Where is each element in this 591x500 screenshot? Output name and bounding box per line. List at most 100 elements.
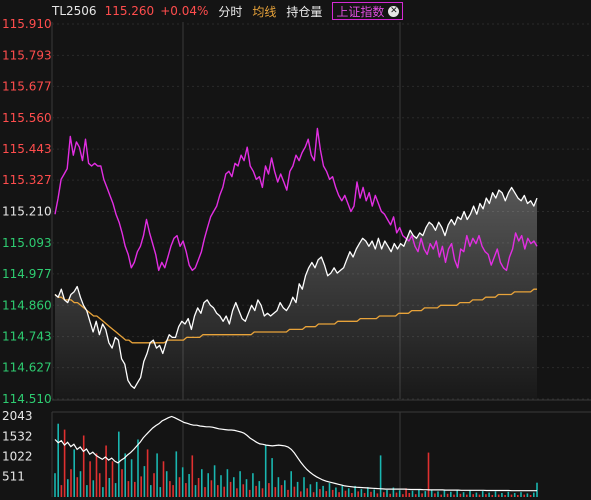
volume-bar [529,495,532,497]
volume-bar [153,473,155,497]
volume-bar [421,493,423,497]
volume-bar [89,461,91,497]
volume-bar [217,485,219,497]
price-series-line [54,186,538,389]
volume-bar [98,473,101,497]
volume-bar [127,481,130,497]
volume-bar [175,451,178,497]
volume-bar [360,489,363,497]
index-overlay-tag[interactable]: 上证指数 ✕ [332,2,404,20]
volume-bar [137,439,139,497]
volume-bar [63,429,66,497]
price-tick-label: 115.560 [2,111,52,125]
volume-bar [226,469,229,497]
volume-bar [293,486,296,497]
price-tick-label: 115.910 [2,17,52,31]
volume-bar [335,487,337,497]
chart-lines [54,127,538,389]
price-axis-labels: 115.910 115.793 115.677 115.560 115.443 115.3… [2,17,52,406]
volume-bar [434,493,436,497]
volume-bar [185,483,187,497]
volume-bar [239,471,241,497]
volume-bar [287,489,289,497]
volume-tick-label: 511 [2,470,25,484]
volume-bar [201,469,203,497]
volume-bar [233,477,235,497]
volume-bar [427,452,430,497]
index-series-line [54,127,538,272]
volume-bar [411,490,414,497]
volume-bar [459,493,462,497]
volume-bar [290,471,292,497]
volume-bar [261,488,264,497]
volume-bar [472,494,474,497]
volume-bar [191,455,194,497]
volume-bar [488,492,490,497]
volume-bar [373,489,375,497]
volume-bar [398,490,401,497]
volume-bar [478,494,481,497]
volume-bar [277,477,280,497]
volume-bar [86,485,88,497]
volume-bar [405,488,407,497]
price-area [55,187,537,399]
volume-bar [443,489,446,497]
volume-bar [60,485,63,497]
volume-bar [309,484,312,497]
volume-bar [274,487,277,497]
volume-bar [402,494,404,497]
volume-bar [392,487,395,497]
price-tick-label: 115.793 [2,48,52,62]
volume-bar [82,435,85,497]
volume-bar [312,492,315,497]
volume-bar [181,467,184,497]
volume-bar [533,492,535,497]
volume-bar [341,485,344,497]
volume-bar [497,494,500,497]
volume-bar [322,485,324,497]
volume-bar [485,494,487,497]
volume-bar [178,477,181,497]
volume-bar [188,474,190,497]
volume-bar [130,459,133,497]
tab-open-interest[interactable]: 持仓量 [286,4,323,19]
close-icon[interactable]: ✕ [388,5,400,17]
volume-bar [414,494,417,497]
volume-bar [252,473,254,497]
volume-bar [481,491,484,497]
price-tick-label: 115.327 [2,173,52,187]
chart-header: TL2506 115.260 +0.04% 分时 均线 持仓量 上证指数 ✕ [0,0,591,22]
volume-bar [108,478,111,497]
volume-bar [150,485,152,497]
volume-bar [446,493,449,497]
tab-timeshare[interactable]: 分时 [218,4,243,19]
volume-bar [376,493,379,497]
volume-bar [510,494,513,497]
tab-average-line[interactable]: 均线 [252,4,277,19]
volume-bar [351,493,353,497]
price-tick-label: 115.210 [2,205,52,219]
volume-bar [264,445,267,497]
volume-bar [172,485,174,497]
volume-bar [501,493,503,497]
index-overlay-label: 上证指数 [336,4,385,19]
volume-bar [344,490,347,497]
volume-bar [159,487,162,497]
volume-bar [245,479,248,497]
volume-bar [453,494,455,497]
volume-bar [408,493,411,497]
volume-bar [303,477,305,497]
volume-bar [319,489,321,497]
volume-bar [437,491,439,497]
volume-bar [430,489,433,497]
volume-bar [194,485,197,497]
volume-bar [156,453,158,497]
volume-bar [204,487,206,497]
volume-bar [494,491,497,497]
volume-bar [347,488,350,497]
volume-bar [114,483,117,497]
volume-bar [79,471,82,497]
volume-bar [475,492,478,497]
volume-bar [134,481,136,497]
